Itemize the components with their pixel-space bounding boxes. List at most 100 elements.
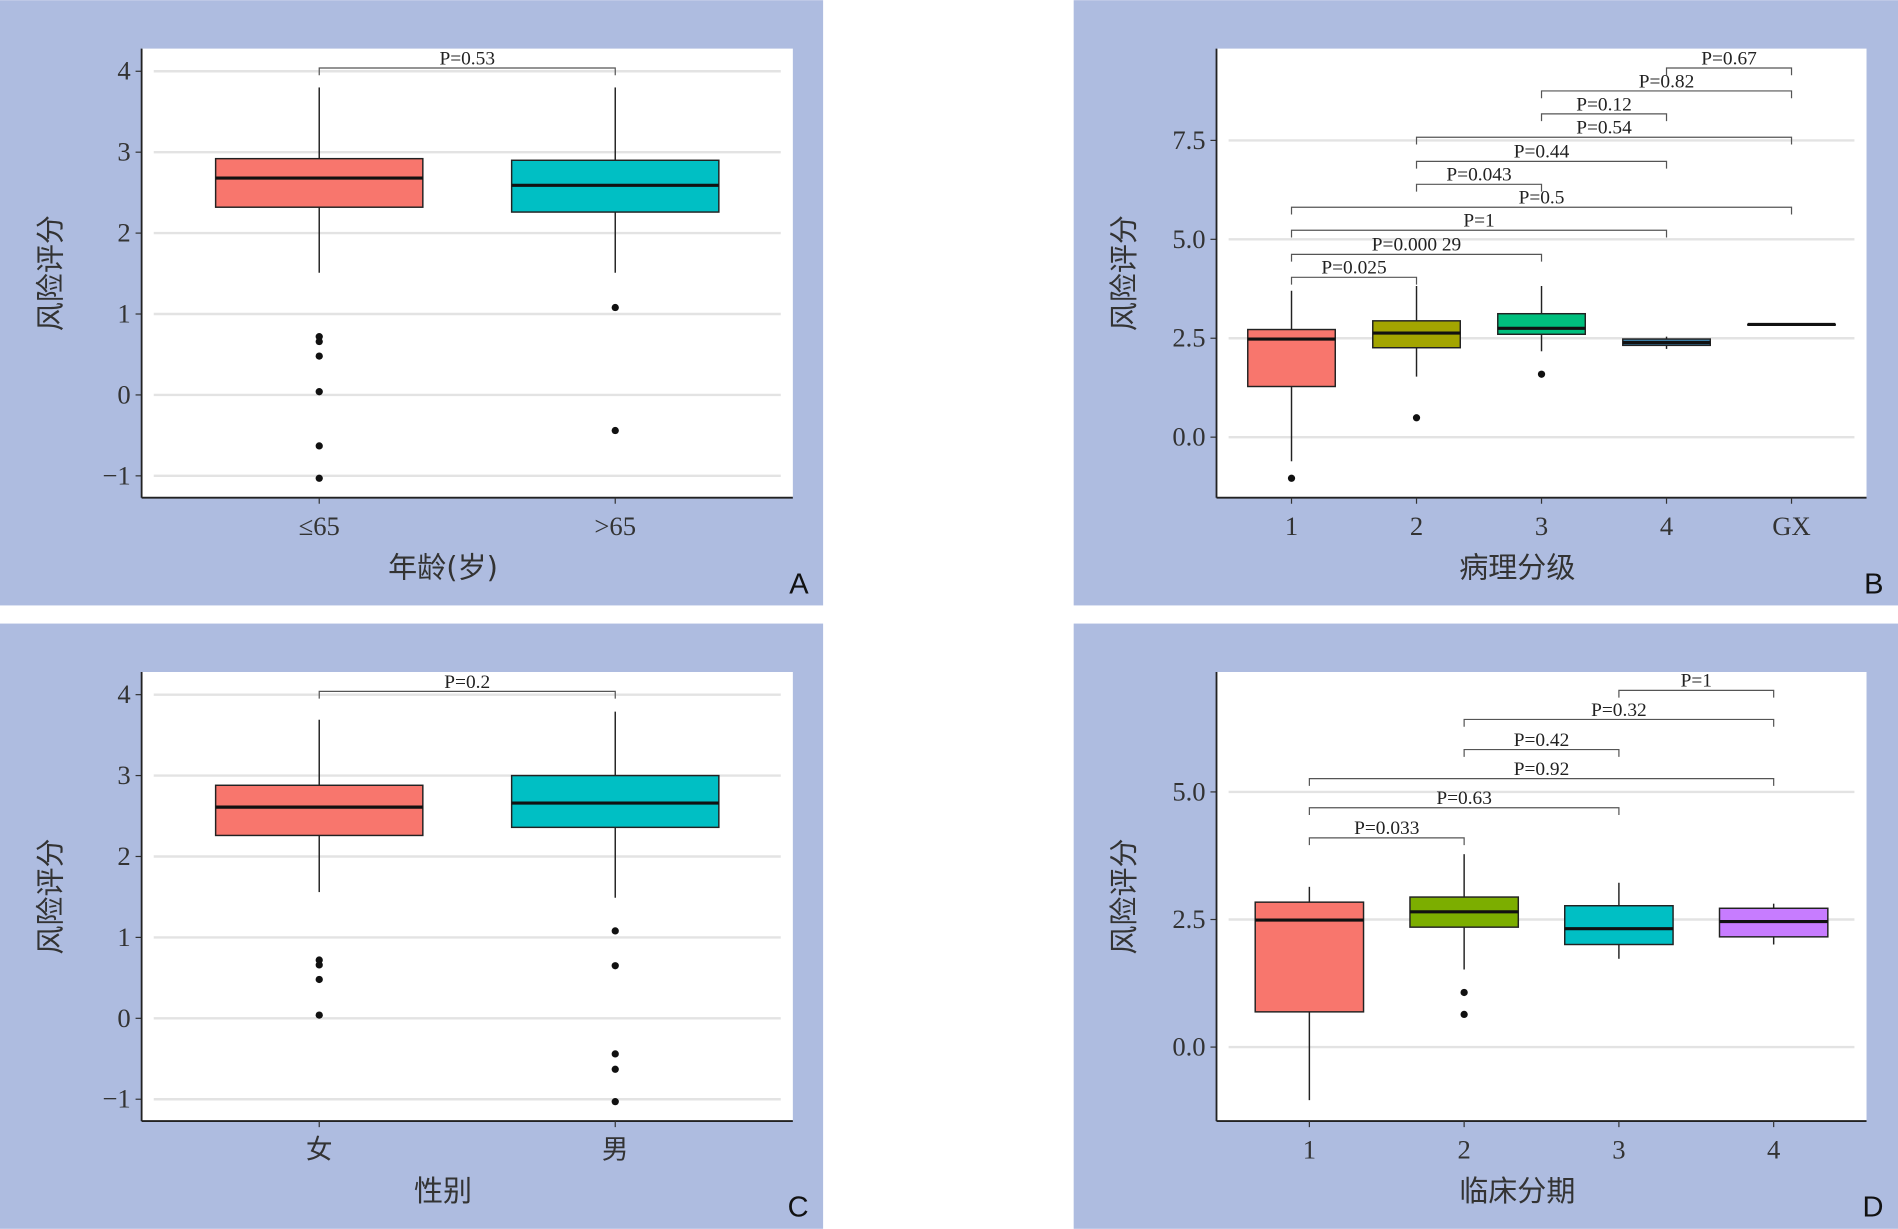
y-tick-label: 5.0	[1172, 776, 1205, 806]
box-≤65	[214, 87, 424, 482]
outlier-point	[315, 337, 323, 346]
y-tick-label: 1	[117, 298, 130, 328]
y-axis-title: 风险评分	[1107, 215, 1141, 331]
iqr-box	[1564, 904, 1674, 946]
y-tick-label: 0	[117, 1003, 130, 1033]
comparison-bracket: P=0.92	[1308, 759, 1775, 786]
x-tick-label: 1	[1303, 1135, 1316, 1165]
bracket-line	[318, 67, 616, 76]
y-tick-label: 4	[117, 56, 130, 86]
comparison-bracket: P=0.033	[1308, 818, 1465, 846]
bracket-line	[1290, 206, 1793, 215]
x-axis-title: 临床分期	[1459, 1174, 1575, 1208]
box-2	[1409, 854, 1520, 1019]
x-tick-label: 3	[1612, 1135, 1625, 1165]
bracket-line	[1463, 718, 1775, 727]
bracket-line	[1290, 229, 1668, 238]
x-tick-label: 2	[1457, 1135, 1470, 1165]
outlier-point	[611, 1050, 619, 1058]
p-value-label: P=0.54	[1576, 118, 1632, 139]
panel-letter: D	[1862, 1192, 1883, 1224]
box->65	[510, 87, 720, 435]
p-value-label: P=0.025	[1321, 258, 1386, 279]
y-tick-label: 3	[117, 137, 130, 167]
outlier-point	[315, 442, 323, 450]
p-value-label: P=0.043	[1446, 165, 1511, 186]
box-1	[1247, 290, 1336, 482]
x-tick-label: 男	[602, 1135, 629, 1165]
outlier-point	[315, 961, 323, 969]
p-value-label: P=0.2	[444, 672, 490, 693]
comparison-bracket: P=0.82	[1540, 71, 1793, 99]
plot-area	[141, 48, 793, 498]
plot-area	[1216, 48, 1867, 498]
box-4	[1718, 903, 1829, 945]
y-axis-title: 风险评分	[34, 215, 68, 331]
comparison-bracket: P=0.44	[1415, 142, 1668, 169]
bracket-line	[1618, 689, 1775, 698]
outlier-point	[611, 962, 619, 970]
p-value-label: P=0.44	[1514, 142, 1570, 163]
x-tick-label: 2	[1410, 511, 1423, 541]
panel-c: −1 0 1 2 3 4 女 男 P=0.2 性别 风险评分 C	[0, 623, 824, 1229]
bracket-line	[1308, 837, 1465, 846]
p-value-label: P=1	[1463, 211, 1494, 232]
panel-d: 0.0 2.5 5.0 1 2 3 4 P=0.033 P=0.63 P=0.92 P=0.42 P=…	[1073, 623, 1898, 1229]
iqr-box	[214, 784, 424, 837]
x-axis-title: 年龄(岁)	[388, 551, 498, 585]
p-value-label: P=1	[1681, 671, 1712, 692]
box-女	[214, 719, 424, 1019]
x-tick-label: ≤65	[299, 511, 340, 541]
outlier-point	[611, 1065, 619, 1073]
x-axis-title: 性别	[414, 1174, 472, 1208]
y-tick-label: 2	[117, 218, 130, 248]
outlier-point	[1287, 474, 1296, 482]
y-tick-label: 5.0	[1172, 224, 1205, 254]
iqr-box	[214, 157, 424, 208]
comparison-bracket: P=0.67	[1665, 48, 1793, 76]
comparison-bracket: P=0.42	[1463, 730, 1620, 757]
y-tick-label: 0.0	[1172, 422, 1205, 452]
panel-letter: C	[788, 1192, 809, 1224]
comparison-bracket: P=0.043	[1415, 165, 1543, 192]
bracket-line	[1665, 67, 1793, 76]
outlier-point	[1460, 988, 1468, 997]
comparison-bracket: P=0.025	[1290, 258, 1418, 285]
outlier-point	[315, 975, 323, 984]
outlier-point	[315, 474, 323, 482]
p-value-label: P=0.42	[1514, 730, 1570, 751]
x-tick-label: 3	[1535, 511, 1548, 541]
bracket-line	[1540, 90, 1793, 99]
outlier-point	[1537, 370, 1546, 378]
y-tick-label: 4	[117, 679, 130, 709]
box-男	[510, 711, 720, 1106]
bracket-line	[1308, 807, 1620, 816]
y-tick-label: −1	[102, 1084, 130, 1114]
bracket-line	[318, 690, 616, 699]
p-value-label: P=0.12	[1576, 94, 1632, 115]
box-4	[1622, 336, 1712, 349]
comparison-bracket: P=0.54	[1415, 118, 1793, 145]
iqr-box	[1497, 312, 1586, 336]
comparison-bracket: P=0.12	[1540, 94, 1668, 122]
comparison-bracket: P=0.000 29	[1290, 235, 1543, 262]
y-axis-title: 风险评分	[34, 838, 68, 954]
bracket-line	[1290, 253, 1543, 262]
bracket-line	[1540, 113, 1668, 122]
y-tick-label: 2	[117, 841, 130, 871]
p-value-label: P=0.67	[1701, 48, 1757, 69]
x-axis-title: 病理分级	[1459, 551, 1575, 585]
outlier-point	[1460, 1010, 1468, 1019]
y-tick-label: 7.5	[1172, 125, 1205, 155]
outlier-point	[611, 927, 619, 935]
x-tick-label: 1	[1285, 511, 1298, 541]
comparison-bracket: P=1	[1618, 671, 1775, 698]
panel-letter: B	[1864, 568, 1883, 600]
plot-area	[141, 671, 793, 1122]
comparison-bracket: P=1	[1290, 211, 1668, 238]
comparison-bracket: P=0.53	[318, 48, 616, 76]
y-tick-label: −1	[102, 460, 130, 490]
box-GX	[1747, 322, 1837, 326]
y-tick-label: 0	[117, 379, 130, 409]
